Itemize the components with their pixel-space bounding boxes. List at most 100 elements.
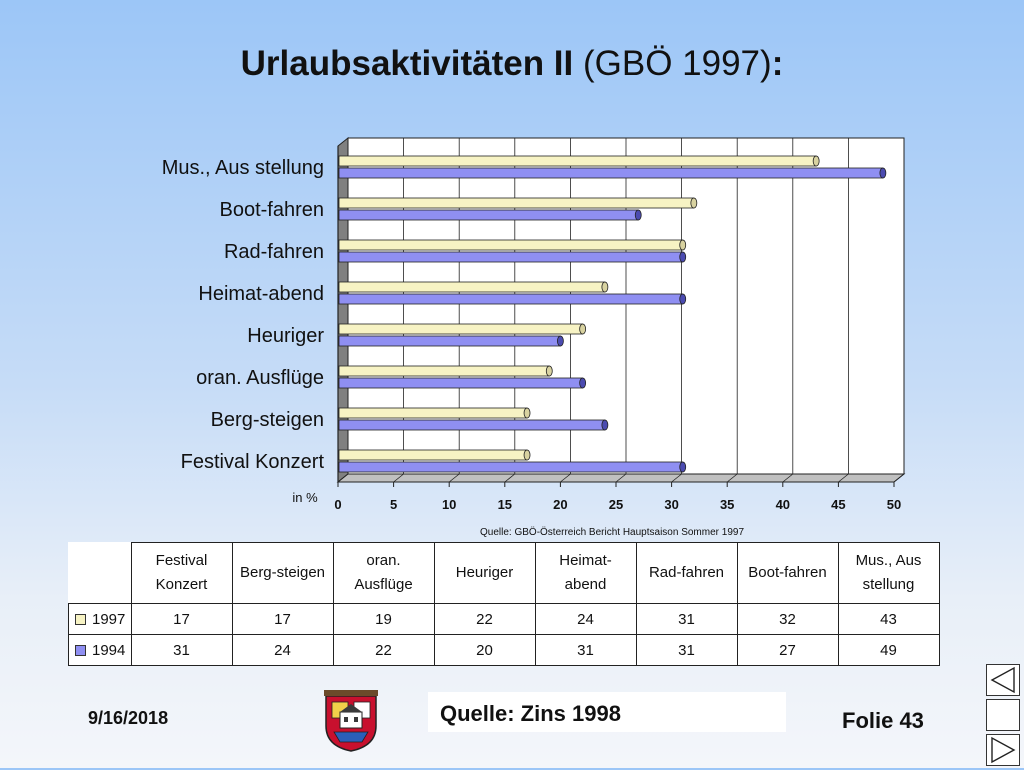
header-text: Berg-steigen (239, 564, 326, 581)
table-header-cell: Heuriger (433, 542, 536, 604)
bar-chart: 0 5 10 15 20 25 30 35 40 45 50 Festival Konzert Berg… (162, 136, 906, 538)
header-text: abend (564, 576, 607, 593)
header-text: stellung (862, 576, 915, 593)
bar-1994 (338, 461, 684, 473)
legend-swatch (75, 614, 86, 626)
x-tick-label: 25 (609, 497, 623, 512)
bar-end-cap (812, 155, 820, 167)
table-header-cell: Berg-steigen (231, 542, 334, 604)
header-text: Mus., Aus (855, 552, 922, 569)
floor-gridline (726, 473, 738, 483)
bar-end-cap (690, 197, 698, 209)
category-label: oran. Ausflüge (196, 367, 324, 389)
table-header-cell: Heimat-abend (534, 542, 637, 604)
bar-end-cap (579, 323, 587, 335)
floor-gridline (448, 473, 460, 483)
prev-slide-button[interactable] (986, 664, 1020, 696)
table-cell: 24 (231, 634, 334, 666)
bar-1997 (338, 239, 684, 251)
category-label: Boot-fahren (219, 199, 324, 221)
coat-of-arms-icon (324, 690, 378, 752)
category-label: Heimat-abend (198, 283, 324, 305)
series-label-cell: 1994 (68, 634, 132, 666)
header-text: Boot-fahren (748, 564, 827, 581)
table-cell: 43 (837, 603, 940, 635)
x-tick-label: 35 (720, 497, 734, 512)
bar-end-cap (879, 167, 887, 179)
x-tick-label: 10 (442, 497, 456, 512)
bar-1997 (338, 323, 584, 335)
x-tick-label: 45 (831, 497, 845, 512)
floor-gridline (393, 473, 404, 483)
bar-end-cap (634, 209, 642, 221)
bar-end-cap (523, 407, 531, 419)
table-cell: 19 (332, 603, 435, 635)
bar-end-cap (601, 419, 609, 431)
header-text: Rad-fahren (648, 564, 725, 581)
table-cell: 31 (635, 603, 738, 635)
bar-1994 (338, 377, 584, 389)
table-cell: 22 (332, 634, 435, 666)
series-label: 1994 (92, 641, 126, 659)
next-slide-button[interactable] (986, 734, 1020, 766)
x-tick-label: 30 (664, 497, 678, 512)
header-text: Heuriger (455, 564, 514, 581)
slide-title: Urlaubsaktivitäten II (GBÖ 1997): (240, 44, 784, 83)
x-tick-label: 0 (334, 497, 341, 512)
bar-1997 (338, 197, 695, 209)
bar-end-cap (679, 293, 687, 305)
bar-1997 (338, 155, 817, 167)
series-label: 1997 (92, 610, 126, 628)
table-header-cell: Mus., Aus stellung (837, 542, 940, 604)
table-cell: 17 (231, 603, 334, 635)
bar-end-cap (557, 335, 564, 347)
table-header-cell: Festival Konzert (130, 542, 233, 604)
next-triangle-icon (991, 736, 1016, 764)
x-tick-label: 5 (390, 497, 397, 512)
footer-date: 9/16/2018 (88, 708, 169, 728)
bar-1994 (338, 293, 684, 305)
table-cell: 31 (534, 634, 637, 666)
header-text: Festival (155, 552, 208, 569)
category-label: Berg-steigen (211, 409, 324, 431)
bar-end-cap (601, 281, 609, 293)
bar-1994 (338, 251, 684, 263)
floor-gridline (615, 473, 627, 483)
bar-end-cap (579, 377, 587, 389)
category-label: Mus., Aus stellung (162, 157, 324, 179)
table-corner (69, 543, 132, 604)
category-label: Festival Konzert (181, 451, 325, 473)
table-header-row: Festival Konzert Berg-steigen oran. Ausflüge… (69, 542, 940, 604)
bar-end-cap (545, 365, 553, 377)
table-cell: 20 (433, 634, 536, 666)
table-cell: 32 (736, 603, 839, 635)
table-row: 1994 31 24 22 20 31 31 27 49 (68, 634, 940, 666)
slide-navigation (986, 664, 1024, 768)
table-cell: 22 (433, 603, 536, 635)
x-tick-label: 40 (776, 497, 790, 512)
bar-1997 (338, 365, 550, 377)
table-header-cell: Boot-fahren (736, 542, 839, 604)
floor-gridline (504, 473, 516, 483)
floor-gridline (893, 473, 905, 483)
bar-end-cap (679, 461, 687, 473)
bar-end-cap (679, 251, 687, 263)
bar-1997 (338, 449, 528, 461)
table-header-cell: oran. Ausflüge (332, 542, 435, 604)
x-tick-label: 50 (887, 497, 901, 512)
bar-1994 (338, 167, 884, 179)
bar-1994 (338, 335, 561, 347)
x-tick-label: 20 (553, 497, 567, 512)
x-tick-label: 15 (498, 497, 512, 512)
slide-number: Folie 43 (842, 708, 924, 733)
table-row: 1997 17 17 19 22 24 31 32 43 (68, 603, 940, 635)
home-slide-button[interactable] (986, 699, 1020, 731)
legend-swatch (75, 645, 86, 657)
header-text: oran. (366, 552, 401, 569)
table-cell: 24 (534, 603, 637, 635)
table-cell: 17 (130, 603, 233, 635)
bar-1997 (338, 281, 606, 293)
table-cell: 49 (837, 634, 940, 666)
data-table: Festival Konzert Berg-steigen oran. Ausflüge… (68, 542, 940, 666)
bar-1994 (338, 209, 639, 221)
